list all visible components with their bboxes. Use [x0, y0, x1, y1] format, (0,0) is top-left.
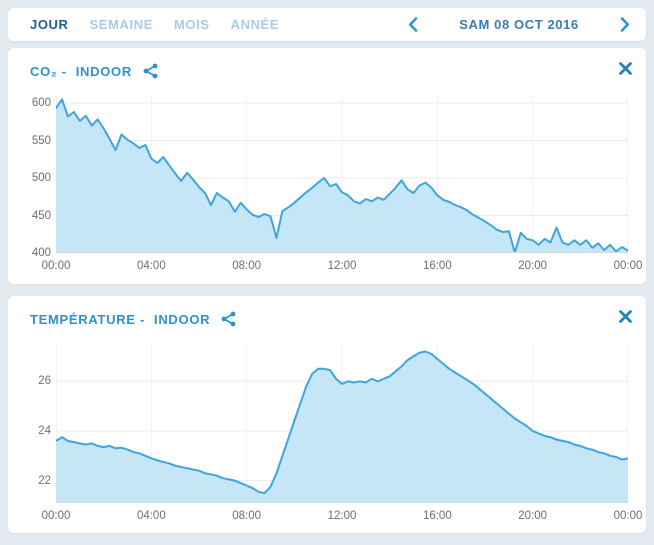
co2-module-name: INDOOR — [75, 63, 132, 79]
x-tick-label: 00:00 — [613, 260, 643, 272]
temperature-module-name: INDOOR — [154, 311, 211, 327]
y-tick-label: 600 — [31, 97, 51, 109]
temperature-chart-card: TEMPÉRATURE - INDOOR 22 24 26 00:00 04:00 08… — [8, 296, 646, 533]
x-tick-label: 16:00 — [422, 260, 452, 272]
x-tick-label: 12:00 — [327, 510, 357, 522]
y-tick-label: 550 — [31, 134, 51, 147]
next-day-button[interactable] — [612, 8, 638, 41]
x-tick-label: 08:00 — [232, 510, 262, 522]
x-tick-label: 00:00 — [613, 510, 643, 522]
current-date: SAM 08 OCT 2016 — [459, 17, 579, 32]
y-tick-label: 24 — [38, 424, 51, 437]
topbar: JOUR SEMAINE MOIS ANNÉE SAM 08 OCT 2016 — [8, 8, 646, 41]
y-tick-label: 400 — [31, 247, 51, 259]
chevron-left-icon — [408, 17, 418, 32]
x-tick-label: 08:00 — [232, 260, 262, 272]
temperature-y-axis: 22 24 26 — [8, 344, 51, 503]
close-icon — [618, 309, 632, 323]
co2-x-axis: 00:00 04:00 08:00 12:00 16:00 20:00 00:00 — [42, 260, 643, 274]
co2-close-button[interactable] — [616, 59, 634, 77]
tab-jour[interactable]: JOUR — [30, 17, 69, 32]
x-tick-label: 16:00 — [422, 510, 452, 522]
temperature-close-button[interactable] — [616, 307, 634, 325]
x-tick-label: 00:00 — [41, 260, 71, 272]
x-tick-label: 04:00 — [136, 260, 166, 272]
co2-chart-canvas — [56, 94, 628, 253]
y-tick-label: 26 — [38, 375, 51, 388]
co2-y-axis: 400 450 500 550 600 — [8, 94, 51, 259]
share-icon — [221, 311, 236, 327]
tab-annee[interactable]: ANNÉE — [230, 17, 280, 32]
temperature-chart-canvas — [56, 344, 628, 503]
x-tick-label: 20:00 — [518, 510, 548, 522]
view-tabs: JOUR SEMAINE MOIS ANNÉE — [30, 8, 279, 41]
temperature-x-axis: 00:00 04:00 08:00 12:00 16:00 20:00 00:00 — [42, 510, 643, 524]
tab-semaine[interactable]: SEMAINE — [89, 17, 153, 32]
chevron-right-icon — [620, 17, 630, 32]
y-tick-label: 500 — [31, 172, 51, 184]
temperature-card-title: TEMPÉRATURE - — [30, 311, 146, 327]
co2-share-button[interactable] — [143, 63, 158, 79]
x-tick-label: 04:00 — [136, 510, 166, 522]
x-tick-label: 12:00 — [327, 260, 357, 272]
temperature-card-header: TEMPÉRATURE - INDOOR — [30, 310, 236, 328]
temperature-share-button[interactable] — [221, 311, 236, 327]
x-tick-label: 00:00 — [41, 510, 71, 522]
close-icon — [618, 61, 632, 75]
previous-day-button[interactable] — [400, 8, 426, 41]
co2-card-title: CO₂ - — [30, 63, 67, 79]
x-tick-label: 20:00 — [518, 260, 548, 272]
y-tick-label: 22 — [38, 474, 51, 487]
co2-chart-card: CO₂ - INDOOR 400 450 500 550 600 00:00 04:00 0… — [8, 48, 646, 284]
co2-card-header: CO₂ - INDOOR — [30, 62, 158, 80]
tab-mois[interactable]: MOIS — [173, 17, 210, 32]
y-tick-label: 450 — [31, 209, 51, 222]
share-icon — [143, 63, 158, 79]
